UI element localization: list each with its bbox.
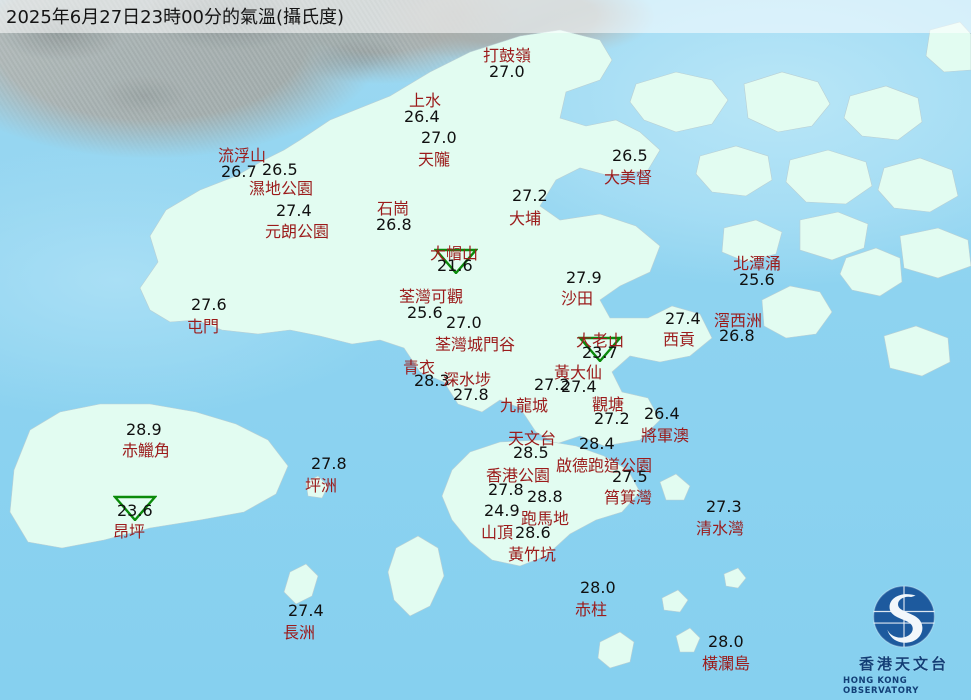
station-name: 西貢 [663,330,696,349]
station-name: 荃灣城門谷 [435,335,516,354]
station-name: 深水埗 [443,370,492,389]
station-temperature-value: 28.9 [126,420,162,439]
station-temperature-value: 27.2 [512,186,548,205]
page-title: 2025年6月27日23時00分的氣溫(攝氏度) [6,7,345,28]
station-name: 上水 [409,91,442,110]
station-name: 打鼓嶺 [483,46,532,65]
station-name: 石崗 [377,199,410,218]
station-temperature-value: 26.4 [404,107,440,126]
station-temperature-value: 27.8 [311,454,347,473]
station-name: 香港公園 [486,466,551,485]
station-temperature-value: 26.8 [376,215,412,234]
station-temperature-value: 23.7 [582,343,618,362]
station-temperature-value: 28.8 [527,487,563,506]
station-temperature-value: 27.8 [453,385,489,404]
station-name: 昂坪 [113,522,146,541]
station-name: 大帽山 [430,244,479,263]
station-temperature-value: 27.4 [288,601,324,620]
station-temperature-value: 27.6 [191,295,227,314]
station-name: 滘西洲 [714,311,763,330]
station-name: 青衣 [403,358,436,377]
station-name: 清水灣 [696,519,745,538]
hko-logo: 香港天文台 HONG KONG OBSERVATORY [843,584,965,696]
cool-temperature-triangle-icon [578,336,622,362]
station-name: 山頂 [481,523,514,542]
station-name: 元朗公園 [265,222,330,241]
station-name: 荃灣可觀 [399,287,464,306]
station-name: 大老山 [576,331,625,350]
station-name: 長洲 [283,623,316,642]
station-temperature-value: 27.2 [594,409,630,428]
station-temperature-value: 27.9 [566,268,602,287]
station-temperature-value: 27.4 [276,201,312,220]
station-name: 將軍澳 [641,426,690,445]
station-name: 濕地公園 [249,179,314,198]
station-name: 黃竹坑 [508,545,557,564]
station-temperature-value: 27.8 [488,480,524,499]
station-name: 橫瀾島 [702,654,751,673]
station-temperature-value: 27.4 [665,309,701,328]
station-temperature-value: 28.0 [708,632,744,651]
title-banner [0,0,971,33]
station-temperature-value: 27.0 [421,128,457,147]
cool-temperature-triangle-icon [113,495,157,521]
station-name: 坪洲 [305,476,338,495]
station-temperature-value: 25.6 [407,303,443,322]
station-name: 黃大仙 [554,363,603,382]
station-name: 大埔 [509,209,542,228]
station-name: 跑馬地 [521,509,570,528]
logo-text-en: HONG KONG OBSERVATORY [843,676,919,696]
station-temperature-value: 27.2 [534,375,570,394]
station-name: 九龍城 [500,396,549,415]
station-temperature-value: 23.6 [117,501,153,520]
cool-temperature-triangle-icon [434,248,478,274]
station-temperature-value: 27.0 [446,313,482,332]
station-name: 天文台 [508,429,557,448]
station-name: 沙田 [561,289,594,308]
station-temperature-value: 28.4 [579,434,615,453]
station-temperature-value: 27.4 [561,377,597,396]
station-temperature-value: 26.8 [719,326,755,345]
station-temperature-value: 21.6 [437,256,473,275]
station-temperature-value: 26.7 [221,162,257,181]
station-name: 觀塘 [592,395,625,414]
station-temperature-value: 28.0 [580,578,616,597]
logo-text-zh: 香港天文台 [858,655,949,673]
station-temperature-value: 27.3 [706,497,742,516]
station-temperature-value: 28.5 [513,443,549,462]
station-name: 啟德跑道公園 [556,456,653,475]
hko-swirl-icon [872,585,936,648]
station-temperature-value: 24.9 [484,501,520,520]
station-temperature-value: 26.5 [612,146,648,165]
station-temperature-value: 25.6 [739,270,775,289]
station-name: 赤鱲角 [122,441,171,460]
station-temperature-value: 28.3 [414,371,450,390]
station-temperature-value: 27.5 [612,467,648,486]
station-name: 筲箕灣 [604,488,653,507]
station-name: 北潭涌 [733,254,782,273]
station-temperature-value: 28.6 [515,523,551,542]
station-name: 屯門 [187,317,220,336]
station-temperature-value: 27.0 [489,62,525,81]
station-name: 天隴 [418,150,451,169]
station-name: 流浮山 [218,146,267,165]
station-name: 大美督 [604,168,653,187]
station-temperature-value: 26.4 [644,404,680,423]
station-temperature-value: 26.5 [262,160,298,179]
station-name: 赤柱 [575,600,608,619]
